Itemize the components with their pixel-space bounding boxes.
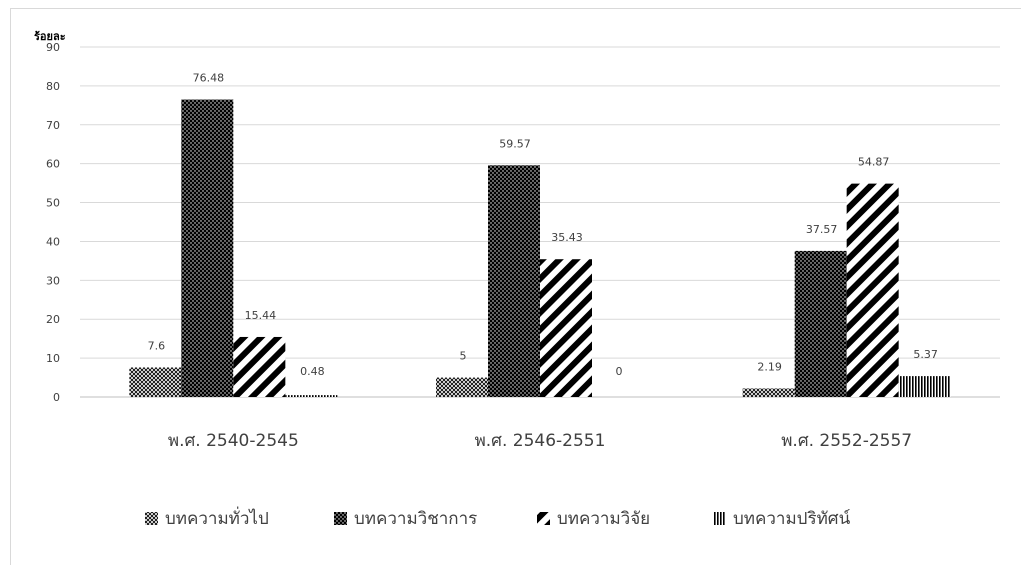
legend-swatch [334, 512, 347, 525]
legend-label: บทความปริทัศน์ [733, 509, 851, 529]
bar [233, 336, 286, 397]
bar [129, 367, 182, 397]
y-tick-label: 20 [46, 313, 60, 326]
legend-label: บทความวิชาการ [354, 509, 477, 529]
chart-frame [10, 8, 1021, 565]
y-tick-label: 10 [46, 352, 60, 365]
data-label: 59.57 [499, 137, 531, 150]
data-label: 0 [616, 365, 623, 378]
category-label: พ.ศ. 2546-2551 [475, 431, 606, 451]
y-tick-labels: 0 10 20 30 40 50 60 70 80 90 [46, 41, 60, 404]
bar [436, 377, 488, 397]
data-label: 0.48 [300, 365, 325, 378]
legend-swatch [537, 512, 550, 525]
legend-label: บทความทั่วไป [165, 506, 269, 529]
data-label: 37.57 [806, 223, 838, 236]
data-labels: 7.6 76.48 15.44 0.48 5 59.57 35.43 0 2.19 37.57 54… [148, 72, 938, 378]
y-tick-label: 80 [46, 80, 60, 93]
data-label: 5 [460, 350, 467, 363]
data-label: 54.87 [858, 156, 890, 169]
bar [846, 183, 899, 397]
y-tick-label: 0 [53, 391, 60, 404]
bar [742, 388, 795, 397]
category-label: พ.ศ. 2552-2557 [781, 431, 912, 451]
data-label: 2.19 [757, 360, 782, 373]
bars [129, 99, 951, 398]
category-label: พ.ศ. 2540-2545 [168, 431, 299, 451]
legend-swatch [713, 512, 726, 525]
legend-swatch [145, 512, 158, 525]
y-tick-label: 40 [46, 235, 60, 248]
legend: บทความทั่วไป บทความวิชาการ บทความวิจัย บทคว… [145, 506, 851, 529]
y-tick-label: 70 [46, 119, 60, 132]
bar [285, 395, 338, 397]
data-label: 76.48 [193, 72, 225, 85]
bar [540, 259, 592, 397]
bar [181, 99, 234, 398]
y-tick-label: 60 [46, 158, 60, 171]
y-tick-label: 90 [46, 41, 60, 54]
data-label: 7.6 [148, 339, 166, 352]
data-label: 5.37 [913, 348, 938, 361]
bar [898, 376, 951, 397]
category-labels: พ.ศ. 2540-2545 พ.ศ. 2546-2551 พ.ศ. 2552-25… [168, 431, 912, 451]
bar [488, 165, 540, 397]
data-label: 35.43 [551, 231, 583, 244]
data-label: 15.44 [245, 309, 277, 322]
y-tick-label: 30 [46, 274, 60, 287]
bar [794, 250, 847, 397]
y-axis-label: ร้อยละ [34, 30, 66, 43]
y-tick-label: 50 [46, 197, 60, 210]
legend-label: บทความวิจัย [557, 509, 650, 529]
